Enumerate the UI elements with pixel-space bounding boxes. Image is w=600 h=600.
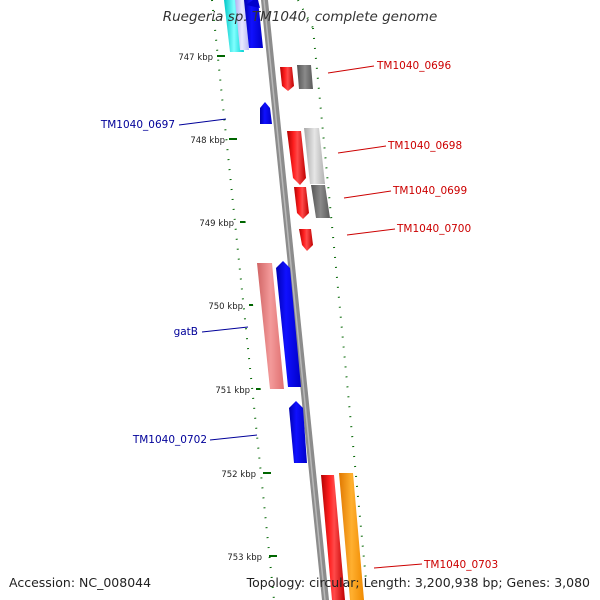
gene-tm1040-0700[interactable] xyxy=(299,229,313,251)
gene-label-tm1040-0702[interactable]: TM1040_0702 xyxy=(132,434,207,446)
tick-752: 752 kbp xyxy=(221,470,271,480)
tick-753: 753 kbp xyxy=(227,553,277,563)
backbone-highlight xyxy=(263,0,326,600)
gene-tm1040-0702[interactable] xyxy=(289,401,307,463)
tick-747: 747 kbp xyxy=(178,53,225,63)
gene-label-tm1040-0698[interactable]: TM1040_0698 xyxy=(387,140,462,152)
genome-summary-text: Topology: circular; Length: 3,200,938 bp… xyxy=(246,575,590,590)
gene-gray-0696[interactable] xyxy=(297,65,313,89)
gene-label-tm1040-0700[interactable]: TM1040_0700 xyxy=(396,223,471,235)
gene-label-gatb[interactable]: gatB xyxy=(174,326,198,338)
tick-label-752: 752 kbp xyxy=(221,470,256,480)
gene-blue-partial[interactable] xyxy=(244,0,263,48)
tick-label-747: 747 kbp xyxy=(178,53,213,63)
track-right xyxy=(312,27,367,581)
gene-tm1040-0699[interactable] xyxy=(294,187,309,219)
gene-label-tm1040-0699[interactable]: TM1040_0699 xyxy=(392,185,467,197)
accession-text: Accession: NC_008044 xyxy=(9,575,152,590)
gene-lightgray-0698[interactable] xyxy=(304,128,325,184)
tick-label-753: 753 kbp xyxy=(227,553,262,563)
gene-tm1040-0696[interactable] xyxy=(280,67,294,91)
gene-label-tm1040-0697[interactable]: TM1040_0697 xyxy=(100,119,175,131)
tick-label-749: 749 kbp xyxy=(199,219,234,229)
tick-749: 749 kbp xyxy=(199,219,248,229)
tick-label-751: 751 kbp xyxy=(215,386,250,396)
tick-748: 748 kbp xyxy=(190,136,237,146)
ruler-left xyxy=(211,0,275,600)
gene-tm1040-0698[interactable] xyxy=(287,131,306,185)
tick-label-748: 748 kbp xyxy=(190,136,225,146)
gene-tm1040-0697[interactable] xyxy=(260,102,272,124)
gene-pink[interactable] xyxy=(257,263,284,389)
gene-blue-tip[interactable] xyxy=(246,0,260,8)
map-title: Ruegeria sp. TM1040, complete genome xyxy=(162,9,438,25)
tick-751: 751 kbp xyxy=(215,386,264,396)
gene-gatb[interactable] xyxy=(276,261,301,387)
gene-label-tm1040-0696[interactable]: TM1040_0696 xyxy=(376,60,451,72)
gene-orange[interactable] xyxy=(339,473,364,600)
tick-750: 750 kbp xyxy=(208,302,257,312)
leader-lines xyxy=(178,65,423,569)
gene-tm1040-0703[interactable] xyxy=(321,475,345,600)
tick-label-750: 750 kbp xyxy=(208,302,243,312)
gene-gray-0699[interactable] xyxy=(311,185,330,218)
gene-label-tm1040-0703[interactable]: TM1040_0703 xyxy=(423,559,498,571)
